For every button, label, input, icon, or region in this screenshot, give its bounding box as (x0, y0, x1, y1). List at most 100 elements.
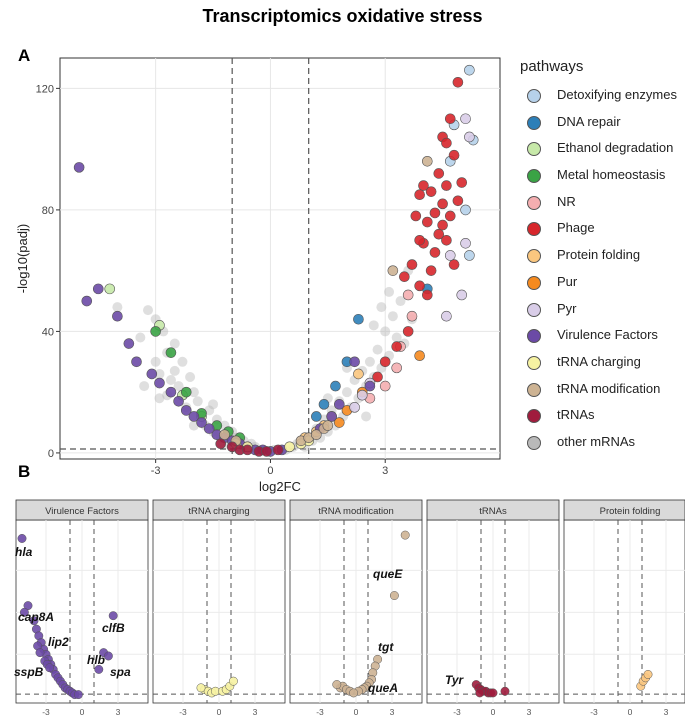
data-point (422, 155, 433, 167)
legend-label: tRNA modification (557, 380, 661, 396)
gene-label: hla (15, 545, 33, 559)
legend-key-icon (527, 435, 541, 450)
gene-label: cap8A (18, 610, 54, 624)
facet-data-point (73, 690, 83, 700)
data-point (165, 375, 176, 386)
data-point (353, 368, 364, 380)
data-point (123, 338, 135, 349)
data-point (104, 283, 116, 295)
data-point (318, 399, 330, 410)
data-point (464, 250, 475, 261)
data-point (203, 423, 215, 434)
data-point (143, 305, 153, 316)
data-point (452, 195, 464, 207)
data-point (372, 371, 383, 383)
facet-data-point (29, 616, 39, 626)
data-point (73, 162, 85, 173)
data-point (464, 131, 475, 143)
y-axis-label: -log10(padj) (15, 224, 30, 293)
data-point (188, 387, 199, 398)
facet-trna-modification: tRNA modification -3 0 3 queE tgt queA (289, 499, 423, 717)
facet-data-point (103, 651, 113, 661)
y-tick-label: 80 (42, 205, 54, 217)
facet-x-tick-label: -3 (453, 707, 461, 717)
facet-x-tick-label: 3 (390, 707, 395, 717)
data-point (441, 310, 452, 322)
x-tick-label: 3 (382, 465, 388, 477)
data-point (341, 387, 352, 398)
data-point (441, 137, 452, 149)
legend-item: tRNAs (527, 404, 685, 431)
facet-title: Protein folding (600, 506, 661, 517)
data-point (284, 441, 295, 453)
data-point (215, 438, 226, 450)
series-trnas (215, 438, 284, 457)
data-point (169, 365, 180, 376)
data-point (433, 228, 445, 240)
data-point (425, 186, 437, 197)
legend-item: DNA repair (527, 111, 685, 138)
facet-title: tRNA modification (318, 506, 394, 517)
data-point (311, 429, 322, 440)
legend-label: Ethanol degradation (557, 140, 674, 156)
data-point (422, 289, 433, 301)
data-point (349, 356, 360, 368)
facet-title: tRNAs (479, 506, 507, 517)
data-point (418, 180, 429, 191)
facet-x-tick-label: -3 (42, 707, 50, 717)
data-point (139, 381, 150, 392)
data-point (460, 204, 471, 216)
data-point (425, 265, 437, 276)
facet-title: Virulence Factors (45, 506, 119, 517)
facet-trna-charging: tRNA charging -3 0 3 (152, 499, 286, 717)
data-point (452, 77, 464, 88)
legend-key-icon (527, 115, 541, 130)
data-point (192, 396, 203, 407)
data-point (391, 332, 402, 343)
data-point (334, 399, 345, 410)
data-point (410, 210, 422, 222)
facet-data-point (35, 648, 45, 658)
facet-x-tick-label: -3 (179, 707, 187, 717)
data-point (464, 64, 475, 76)
legend-label: DNA repair (557, 113, 621, 129)
x-axis-label: log2FC (259, 479, 301, 494)
data-point (150, 356, 161, 367)
facet-virulence-factors: Virulence Factors -3 0 3 hla cap8A lip2 clfB hlb… (14, 499, 149, 717)
legend-item: Phage (527, 217, 685, 244)
data-point (372, 344, 383, 355)
data-point (112, 302, 123, 313)
legend-item: Detoxifying enzymes (527, 84, 685, 111)
facet-x-tick-label: 3 (253, 707, 258, 717)
legend-item: Pyr (527, 298, 685, 325)
legend-label: Protein folding (557, 247, 641, 263)
data-point (429, 247, 441, 258)
data-point (242, 444, 253, 456)
legend-label: tRNA charging (557, 353, 641, 369)
facet-data-point (45, 663, 55, 673)
data-point (402, 289, 414, 301)
data-point (81, 295, 93, 307)
facet-data-point (196, 683, 206, 693)
legend-label: NR (557, 193, 576, 209)
legend-item: NR (527, 191, 685, 218)
gene-label: lip2 (48, 635, 69, 649)
y-tick-label: 120 (36, 83, 54, 95)
facet-x-tick-label: 3 (664, 707, 669, 717)
data-point (165, 347, 177, 358)
legend-label: tRNAs (557, 407, 595, 423)
data-point (437, 219, 448, 231)
data-point (326, 411, 337, 422)
data-point (361, 411, 372, 422)
legend-item: Metal homeostasis (527, 164, 685, 191)
data-point (448, 149, 460, 161)
data-point (414, 280, 425, 292)
data-point (441, 180, 452, 191)
legend-label: Metal homeostasis (557, 167, 666, 183)
data-point (150, 326, 161, 337)
data-point (135, 332, 146, 343)
legend-label: Pur (557, 273, 578, 289)
facet-data-point (332, 680, 342, 689)
data-point (154, 368, 165, 379)
